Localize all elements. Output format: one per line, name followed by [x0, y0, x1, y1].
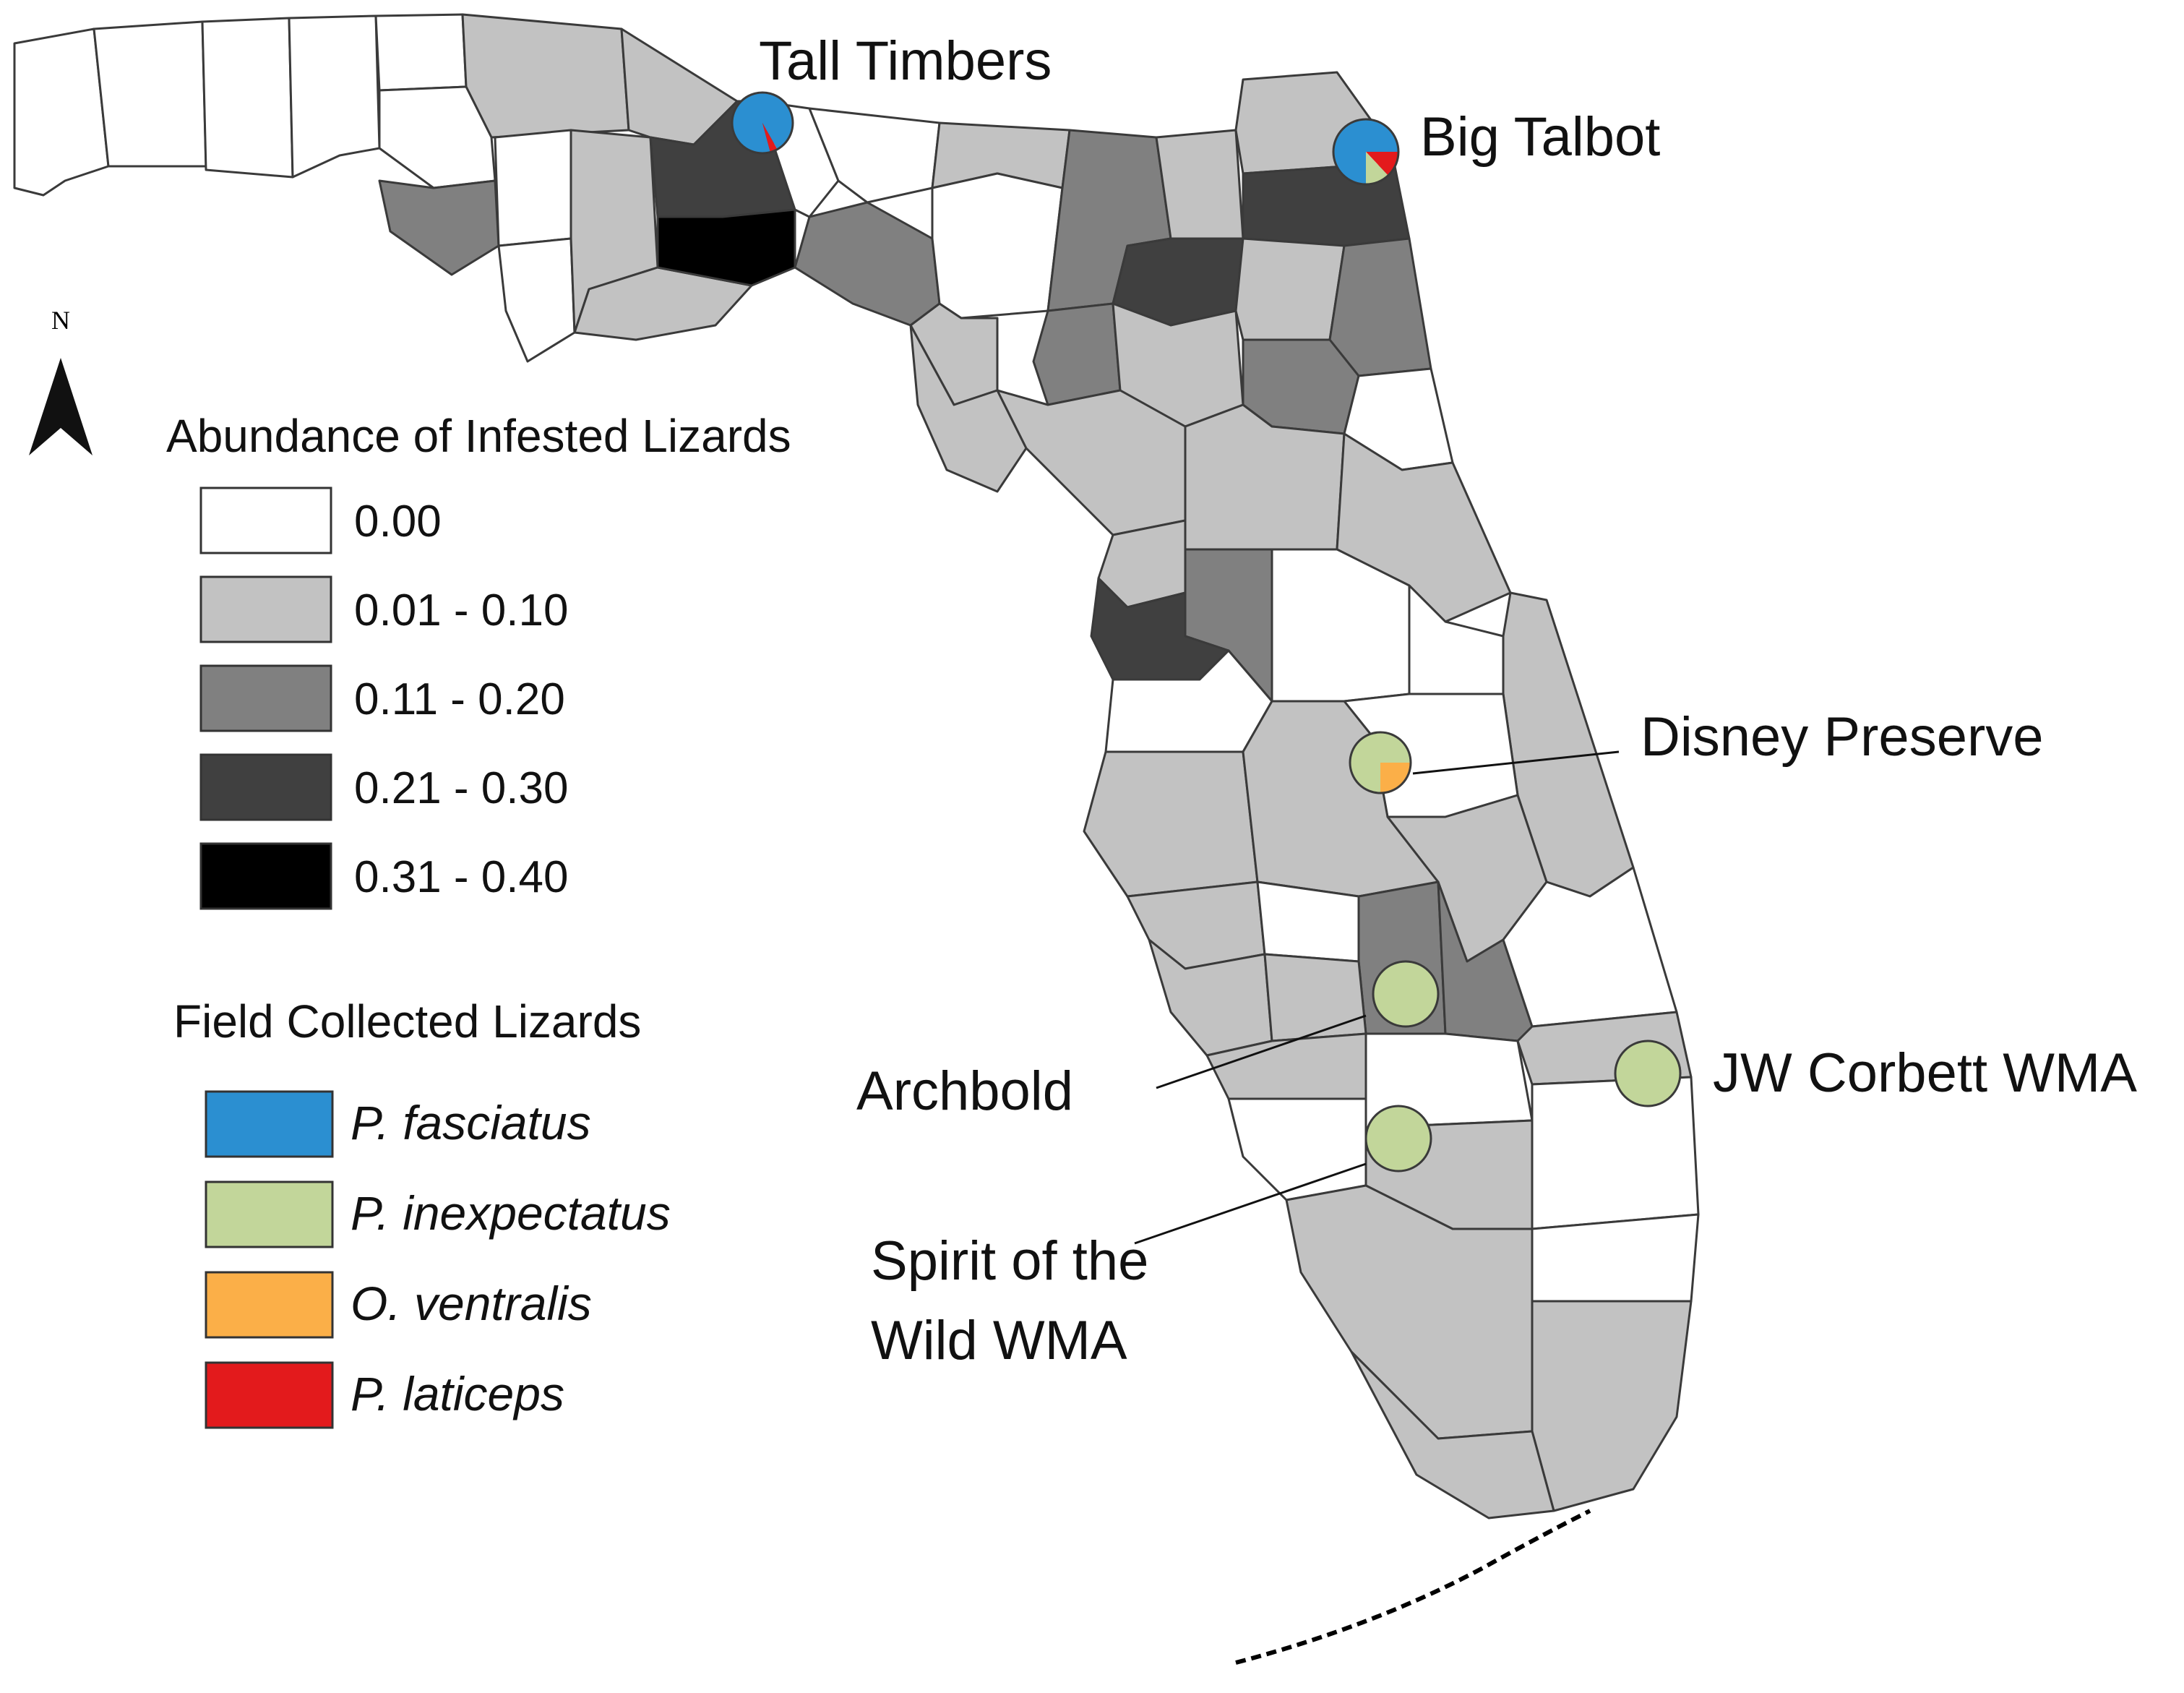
- county-okaloosa: [201, 17, 294, 179]
- legend-species-swatch: [205, 1090, 334, 1158]
- county-broward: [1531, 1213, 1700, 1303]
- legend-species: Field Collected Lizards P. fasciatus P. i…: [173, 995, 671, 1429]
- county-manatee: [1126, 880, 1266, 970]
- legend-abundance-label: 0.00: [354, 497, 442, 547]
- legend-abundance-swatch: [199, 842, 332, 910]
- site-label-big-talbot: Big Talbot: [1420, 106, 1660, 168]
- pie-outline: [731, 91, 794, 155]
- site-pie: [1614, 1040, 1682, 1107]
- legend-abundance-label: 0.01 - 0.10: [354, 586, 568, 635]
- county-dixie: [909, 324, 1028, 493]
- site-pie: [1364, 1105, 1432, 1173]
- legend-abundance-title: Abundance of Infested Lizards: [166, 410, 791, 462]
- county-st-johns: [1328, 237, 1432, 377]
- county-bay: [378, 179, 500, 276]
- legend-abundance-label: 0.31 - 0.40: [354, 852, 568, 902]
- legend-species-label: O. ventralis: [351, 1277, 592, 1330]
- site-label-jw-corbett: JW Corbett WMA: [1713, 1042, 2137, 1104]
- site-label-disney-preserve: Disney Preserve: [1641, 706, 2044, 768]
- legend-species-swatch: [205, 1271, 334, 1339]
- county-taylor: [794, 201, 941, 327]
- county-hardee: [1256, 880, 1360, 963]
- legend-species-swatch: [205, 1361, 334, 1429]
- county-polygons: [13, 13, 1700, 1520]
- legend-species-title: Field Collected Lizards: [173, 995, 641, 1047]
- pie-slice: [1615, 1041, 1680, 1106]
- county-suwannee: [931, 172, 1064, 320]
- county-levy: [996, 389, 1187, 536]
- pie-slice: [1366, 152, 1398, 176]
- pie-outline: [1614, 1040, 1682, 1107]
- site-label-archbold: Archbold: [856, 1060, 1073, 1122]
- county-desoto: [1263, 953, 1367, 1042]
- pie-outline: [1372, 960, 1440, 1028]
- legend-abundance-label: 0.11 - 0.20: [354, 674, 565, 724]
- pie-outline: [1364, 1105, 1432, 1173]
- pie-slice: [1366, 1106, 1431, 1171]
- legend-abundance-swatch: [199, 753, 332, 821]
- site-pie: [731, 91, 794, 155]
- site-label-spirit-line-1: Spirit of the: [871, 1230, 1148, 1292]
- county-calhoun: [494, 129, 572, 247]
- county-gulf: [497, 237, 576, 363]
- county-walton: [288, 14, 381, 179]
- county-escambia: [13, 27, 110, 197]
- county-madison: [808, 107, 941, 204]
- pie-outline: [1349, 731, 1412, 794]
- county-palm-beach: [1531, 1076, 1700, 1230]
- legend-abundance-label: 0.21 - 0.30: [354, 763, 568, 813]
- site-pie: [1349, 731, 1412, 794]
- pie-slice: [1380, 763, 1411, 793]
- legend-abundance-swatch: [199, 487, 332, 554]
- county-holmes: [374, 13, 468, 92]
- pie-slice: [731, 93, 793, 154]
- county-jackson: [461, 13, 630, 139]
- county-santa-rosa: [93, 20, 207, 168]
- north-arrow: N: [29, 306, 93, 455]
- legend-species-label: P. inexpectatus: [351, 1186, 671, 1240]
- north-arrow-icon: [29, 358, 93, 455]
- legend-abundance-swatch: [199, 664, 332, 732]
- county-miami-dade: [1531, 1300, 1693, 1512]
- county-clay: [1234, 237, 1346, 341]
- site-pie: [1372, 960, 1440, 1028]
- florida-keys: [1235, 1509, 1591, 1665]
- pie-slice: [762, 123, 778, 153]
- county-pinellas-hillsborough: [1083, 750, 1259, 898]
- site-label-spirit-line-2: Wild WMA: [871, 1310, 1127, 1371]
- legend-abundance-swatch: [199, 575, 332, 643]
- county-monroe-mainland: [1350, 1350, 1555, 1520]
- leader-spirit-of-the-wild: [1134, 1162, 1367, 1245]
- legend-species-label: P. fasciatus: [351, 1096, 591, 1149]
- legend-species-label: P. laticeps: [351, 1367, 564, 1420]
- site-label-tall-timbers: Tall Timbers: [759, 30, 1052, 92]
- leader-disney-preserve: [1412, 750, 1620, 775]
- pie-slice: [1373, 961, 1438, 1026]
- north-arrow-label: N: [51, 306, 70, 335]
- site-pie: [1332, 118, 1400, 186]
- legend-species-swatch: [205, 1180, 334, 1248]
- leader-archbold: [1156, 1014, 1367, 1089]
- county-gilchrist: [1032, 302, 1122, 406]
- legend-abundance: Abundance of Infested Lizards 0.00 0.01 -…: [166, 410, 791, 910]
- county-baker: [1155, 129, 1244, 240]
- pie-outline: [1332, 118, 1400, 186]
- county-lee: [1227, 1097, 1367, 1201]
- pie-slice: [1366, 152, 1388, 184]
